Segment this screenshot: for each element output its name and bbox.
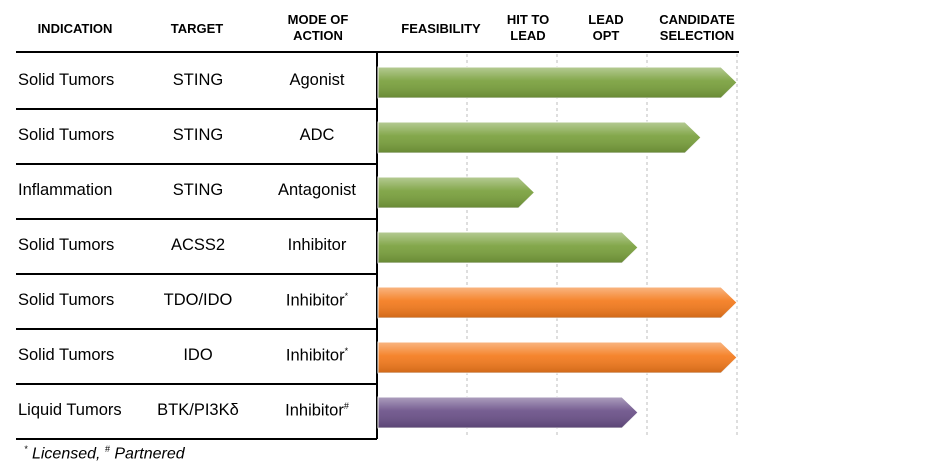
target-cell: STING xyxy=(150,181,246,200)
progress-bar-shine xyxy=(378,287,737,318)
column-header-target-line: TARGET xyxy=(170,21,224,36)
moa-cell: Inhibitor xyxy=(262,236,372,255)
progress-bar-shine xyxy=(378,342,737,373)
column-header-moa: MODE OF ACTION xyxy=(258,12,378,44)
stage-label-lead_opt-line: LEAD xyxy=(588,12,624,27)
indication-cell: Solid Tumors xyxy=(18,236,168,255)
moa-footnote-mark: * xyxy=(344,290,349,301)
moa-cell-text: Agonist xyxy=(289,70,345,89)
progress-bar xyxy=(377,396,639,429)
stage-label-candidate_selection: CANDIDATE SELECTION xyxy=(637,12,757,44)
progress-bar xyxy=(377,231,639,264)
row-divider xyxy=(16,438,377,440)
stage-label-hit_to_lead: HIT TO LEAD xyxy=(468,12,588,44)
indication-cell-text: Solid Tumors xyxy=(18,345,115,364)
moa-cell: ADC xyxy=(262,126,372,145)
target-cell: STING xyxy=(150,126,246,145)
moa-cell-text: Inhibitor xyxy=(285,346,345,364)
indication-cell: Solid Tumors xyxy=(18,346,168,365)
stage-label-candidate_selection-line: SELECTION xyxy=(659,28,735,43)
moa-cell: Antagonist xyxy=(262,181,372,200)
target-cell-text: ACSS2 xyxy=(170,235,226,254)
indication-cell: Liquid Tumors xyxy=(18,401,168,420)
target-cell-text: STING xyxy=(172,125,224,144)
indication-cell-text: Inflammation xyxy=(18,180,113,199)
moa-footnote-mark: # xyxy=(343,400,349,411)
header-rule xyxy=(16,51,739,53)
indication-cell-text: Solid Tumors xyxy=(18,235,115,254)
moa-cell: Inhibitor# xyxy=(262,401,372,421)
moa-cell-text: ADC xyxy=(299,125,335,144)
stage-label-hit_to_lead-line: HIT TO xyxy=(506,12,550,27)
moa-cell: Inhibitor* xyxy=(262,291,372,311)
column-header-moa-line: ACTION xyxy=(293,28,343,43)
target-cell-text: TDO/IDO xyxy=(163,290,233,309)
indication-cell: Inflammation xyxy=(18,181,168,200)
indication-cell: Solid Tumors xyxy=(18,291,168,310)
row-divider xyxy=(16,163,377,165)
axis-line xyxy=(376,52,378,439)
target-cell: BTK/PI3Kδ xyxy=(150,401,246,420)
target-cell-text: IDO xyxy=(183,345,213,364)
moa-footnote-mark: * xyxy=(344,345,349,356)
target-cell-text: BTK/PI3Kδ xyxy=(157,400,239,419)
indication-cell-text: Solid Tumors xyxy=(18,70,115,89)
column-header-moa-line: MODE OF xyxy=(287,12,349,27)
footnote-licensed-text: Licensed, xyxy=(27,445,105,463)
row-divider xyxy=(16,218,377,220)
target-cell-text: STING xyxy=(172,180,224,199)
stage-label-feasibility: FEASIBILITY xyxy=(381,21,501,37)
stage-label-lead_opt: LEAD OPT xyxy=(546,12,666,44)
stage-label-candidate_selection-line: CANDIDATE xyxy=(659,12,735,27)
target-cell: ACSS2 xyxy=(150,236,246,255)
stage-label-hit_to_lead-line: LEAD xyxy=(510,28,546,43)
progress-bar xyxy=(377,176,536,209)
indication-cell-text: Solid Tumors xyxy=(18,125,115,144)
progress-bar xyxy=(377,286,738,319)
progress-bar-shine xyxy=(378,397,638,428)
target-cell: STING xyxy=(150,71,246,90)
indication-cell: Solid Tumors xyxy=(18,126,168,145)
row-divider xyxy=(16,383,377,385)
column-header-target: TARGET xyxy=(137,21,257,37)
target-cell-text: STING xyxy=(172,70,224,89)
footnote-mark-licensed: * xyxy=(24,444,28,454)
footnote-partnered-text: Partnered xyxy=(109,445,185,463)
moa-cell-text: Inhibitor xyxy=(287,235,347,254)
indication-cell-text: Liquid Tumors xyxy=(18,400,122,419)
progress-bar xyxy=(377,341,738,374)
moa-cell: Inhibitor* xyxy=(262,346,372,366)
row-divider xyxy=(16,273,377,275)
footnote-mark-partnered: # xyxy=(104,444,110,454)
stage-label-feasibility-line: FEASIBILITY xyxy=(401,21,481,36)
moa-cell-text: Inhibitor xyxy=(285,401,344,419)
progress-bar-shine xyxy=(378,232,638,263)
progress-bar-shine xyxy=(378,67,737,98)
indication-cell-text: Solid Tumors xyxy=(18,290,115,309)
indication-cell: Solid Tumors xyxy=(18,71,168,90)
progress-bar xyxy=(377,121,702,154)
row-divider xyxy=(16,108,377,110)
moa-cell: Agonist xyxy=(262,71,372,90)
progress-bar xyxy=(377,66,738,99)
moa-cell-text: Inhibitor xyxy=(285,291,345,309)
target-cell: IDO xyxy=(150,346,246,365)
column-header-indication-line: INDICATION xyxy=(37,21,113,36)
footnote: * Licensed, # Partnered xyxy=(24,444,185,463)
stage-label-lead_opt-line: OPT xyxy=(592,28,620,43)
target-cell: TDO/IDO xyxy=(150,291,246,310)
row-divider xyxy=(16,328,377,330)
column-header-indication: INDICATION xyxy=(15,21,135,37)
moa-cell-text: Antagonist xyxy=(278,180,356,199)
progress-bar-shine xyxy=(378,177,535,208)
progress-bar-shine xyxy=(378,122,701,153)
